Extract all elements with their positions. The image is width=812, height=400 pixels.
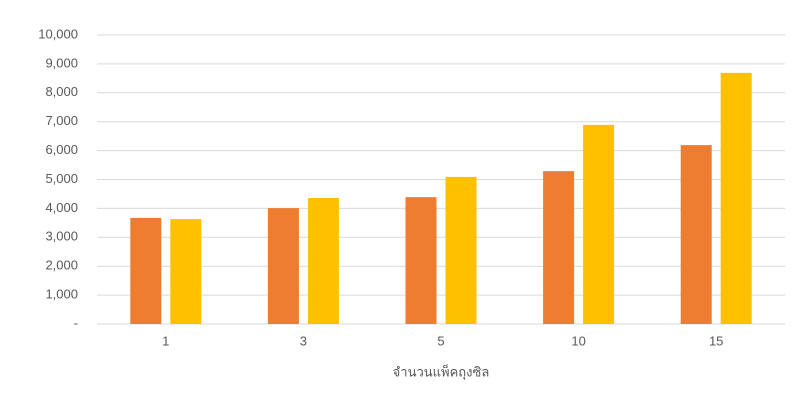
y-tick-label: - — [74, 315, 78, 330]
bar — [130, 217, 162, 324]
y-tick-label: 9,000 — [45, 55, 78, 70]
y-tick-label: 8,000 — [45, 84, 78, 99]
x-axis-label: จำนวนแพ็คถุงซิล — [393, 362, 490, 380]
y-tick-label: 10,000 — [38, 26, 78, 41]
bar — [720, 72, 752, 324]
bar — [170, 219, 202, 324]
y-tick-label: 4,000 — [45, 200, 78, 215]
bar — [405, 197, 437, 324]
x-tick-label: 3 — [300, 333, 307, 348]
x-tick-label: 5 — [437, 333, 444, 348]
x-tick-label: 10 — [571, 333, 585, 348]
y-tick-label: 3,000 — [45, 229, 78, 244]
bar — [543, 171, 575, 324]
y-tick-label: 2,000 — [45, 258, 78, 273]
y-tick-label: 7,000 — [45, 113, 78, 128]
y-tick-label: 6,000 — [45, 142, 78, 157]
y-tick-label: 5,000 — [45, 171, 78, 186]
bar — [445, 176, 477, 324]
bar — [307, 197, 339, 324]
bar — [583, 124, 615, 324]
y-tick-label: 1,000 — [45, 287, 78, 302]
bar — [267, 208, 299, 324]
bar — [680, 145, 712, 324]
x-tick-label: 15 — [709, 333, 723, 348]
x-tick-label: 1 — [162, 333, 169, 348]
